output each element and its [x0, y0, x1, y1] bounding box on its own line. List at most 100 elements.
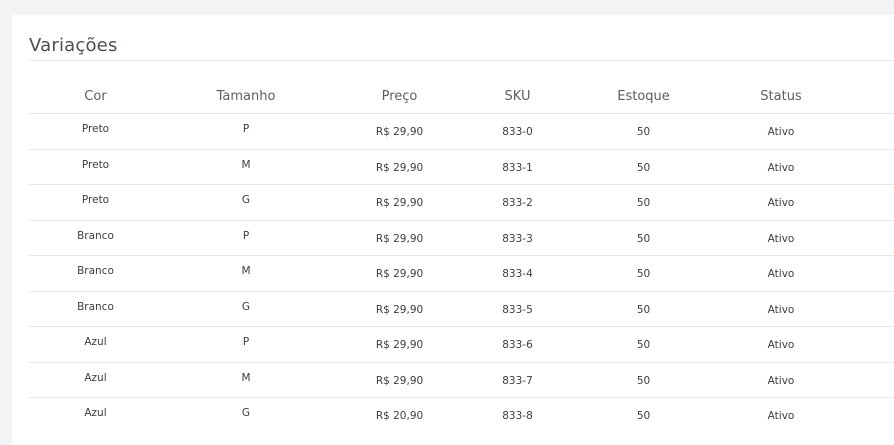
tamanho-link[interactable]: P: [242, 336, 250, 349]
status-value: Ativo: [767, 410, 795, 423]
empty-cell: [841, 326, 894, 363]
tamanho-link[interactable]: G: [241, 194, 251, 207]
column-header-estoque: Estoque: [566, 78, 721, 114]
status-cell: Ativo: [721, 220, 841, 256]
sku-value: 833-7: [502, 374, 533, 387]
tamanho-cell[interactable]: G: [162, 291, 330, 327]
tamanho-link[interactable]: M: [241, 371, 251, 384]
empty-cell: [841, 149, 894, 185]
cor-link[interactable]: Branco: [77, 265, 114, 278]
tamanho-link[interactable]: G: [241, 300, 251, 313]
cor-cell[interactable]: Preto: [29, 149, 162, 185]
status-cell: Ativo: [721, 398, 841, 433]
tamanho-link[interactable]: M: [241, 265, 251, 278]
empty-cell: [841, 184, 894, 221]
sku-value: 833-8: [502, 410, 533, 423]
column-header-label: Cor: [84, 89, 107, 104]
estoque-cell: 50: [566, 184, 721, 221]
sku-value: 833-6: [502, 339, 533, 352]
preco-cell: R$ 29,90: [330, 149, 469, 185]
status-value: Ativo: [767, 126, 795, 139]
sku-cell: 833-4: [469, 255, 566, 292]
sku-cell: 833-5: [469, 291, 566, 327]
status-value: Ativo: [767, 268, 795, 281]
tamanho-cell[interactable]: G: [162, 184, 330, 221]
column-header-label: Status: [760, 89, 802, 104]
sku-value: 833-3: [502, 232, 533, 245]
tamanho-cell[interactable]: M: [162, 362, 330, 398]
estoque-cell: 50: [566, 326, 721, 363]
cor-link[interactable]: Azul: [84, 407, 107, 420]
preco-value: R$ 29,90: [375, 374, 424, 387]
empty-cell: [841, 291, 894, 327]
preco-value: R$ 29,90: [375, 268, 424, 281]
tamanho-cell[interactable]: P: [162, 113, 330, 150]
cor-cell[interactable]: Branco: [29, 255, 162, 292]
column-header-sku: SKU: [469, 78, 566, 114]
empty-cell: [841, 398, 894, 433]
cor-cell[interactable]: Azul: [29, 362, 162, 398]
status-value: Ativo: [767, 197, 795, 210]
cor-cell[interactable]: Branco: [29, 291, 162, 327]
column-header-preco: Preço: [330, 78, 469, 114]
table-header: Cor Tamanho Preço SKU Estoque Status: [29, 78, 894, 114]
tamanho-link[interactable]: G: [241, 407, 251, 420]
estoque-value: 50: [636, 374, 651, 387]
sku-cell: 833-6: [469, 326, 566, 363]
preco-value: R$ 29,90: [375, 232, 424, 245]
cor-cell[interactable]: Azul: [29, 326, 162, 363]
estoque-cell: 50: [566, 255, 721, 292]
column-header-label: SKU: [504, 89, 531, 104]
estoque-cell: 50: [566, 291, 721, 327]
sku-cell: 833-7: [469, 362, 566, 398]
cor-cell[interactable]: Branco: [29, 220, 162, 256]
cor-cell[interactable]: Preto: [29, 113, 162, 150]
estoque-value: 50: [636, 303, 651, 316]
column-header-label: Tamanho: [216, 89, 276, 104]
cor-link[interactable]: Branco: [77, 229, 114, 242]
variations-table: Cor Tamanho Preço SKU Estoque Status Pre…: [29, 78, 894, 433]
estoque-value: 50: [636, 410, 651, 423]
estoque-cell: 50: [566, 362, 721, 398]
preco-cell: R$ 29,90: [330, 326, 469, 363]
empty-cell: [841, 362, 894, 398]
preco-value: R$ 29,90: [375, 161, 424, 174]
status-cell: Ativo: [721, 326, 841, 363]
table-row: Azul M R$ 29,90 833-7 50 Ativo: [29, 362, 894, 398]
table-row: Azul P R$ 29,90 833-6 50 Ativo: [29, 326, 894, 363]
tamanho-cell[interactable]: G: [162, 398, 330, 433]
sku-cell: 833-3: [469, 220, 566, 256]
tamanho-link[interactable]: M: [241, 158, 251, 171]
status-value: Ativo: [767, 161, 795, 174]
tamanho-cell[interactable]: M: [162, 255, 330, 292]
table-row: Preto P R$ 29,90 833-0 50 Ativo: [29, 113, 894, 150]
cor-link[interactable]: Preto: [81, 194, 110, 207]
preco-cell: R$ 29,90: [330, 362, 469, 398]
header-row: Cor Tamanho Preço SKU Estoque Status: [29, 78, 894, 114]
preco-cell: R$ 29,90: [330, 184, 469, 221]
preco-value: R$ 20,90: [375, 410, 424, 423]
sku-value: 833-5: [502, 303, 533, 316]
tamanho-link[interactable]: P: [242, 123, 250, 136]
cor-cell[interactable]: Preto: [29, 184, 162, 221]
cor-link[interactable]: Azul: [84, 371, 107, 384]
estoque-value: 50: [636, 268, 651, 281]
cor-link[interactable]: Preto: [81, 158, 110, 171]
tamanho-cell[interactable]: P: [162, 220, 330, 256]
variations-panel: Variações Cor Tamanho Preço SKU Estoque …: [12, 15, 894, 445]
tamanho-link[interactable]: P: [242, 229, 250, 242]
preco-cell: R$ 29,90: [330, 291, 469, 327]
cor-link[interactable]: Branco: [77, 300, 114, 313]
tamanho-cell[interactable]: P: [162, 326, 330, 363]
sku-value: 833-2: [502, 197, 533, 210]
estoque-value: 50: [636, 339, 651, 352]
cor-link[interactable]: Azul: [84, 336, 107, 349]
preco-value: R$ 29,90: [375, 126, 424, 139]
estoque-cell: 50: [566, 149, 721, 185]
estoque-cell: 50: [566, 398, 721, 433]
sku-value: 833-0: [502, 126, 533, 139]
cor-link[interactable]: Preto: [81, 123, 110, 136]
status-value: Ativo: [767, 232, 795, 245]
tamanho-cell[interactable]: M: [162, 149, 330, 185]
cor-cell[interactable]: Azul: [29, 398, 162, 433]
